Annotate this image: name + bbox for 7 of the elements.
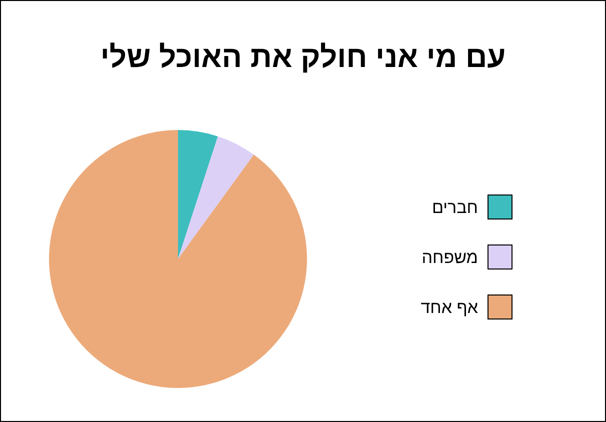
legend-label: משפחה: [422, 248, 478, 267]
chart-title: עם מי אני חולק את האוכל שלי: [100, 41, 506, 74]
pie-slice: [178, 130, 218, 259]
pie-slice: [49, 130, 307, 388]
pie-slice: [178, 136, 254, 259]
legend-label: חברים: [432, 198, 478, 217]
legend-label: אף אחד: [420, 298, 478, 317]
